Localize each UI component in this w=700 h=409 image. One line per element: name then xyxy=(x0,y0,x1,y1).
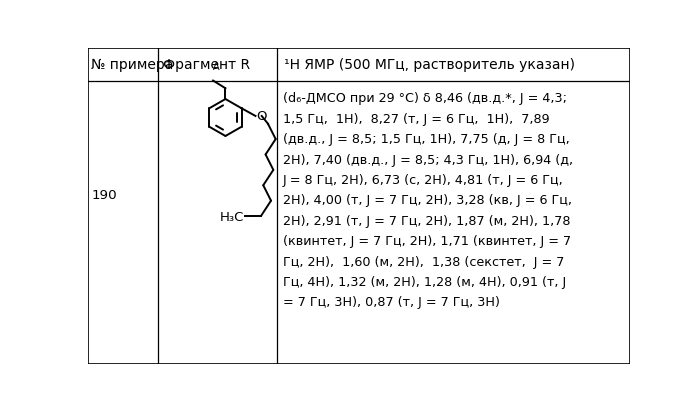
Text: 190: 190 xyxy=(92,189,117,202)
Text: (d₆-ДМСО при 29 °C) δ 8,46 (дв.д.*, J = 4,3;: (d₆-ДМСО при 29 °C) δ 8,46 (дв.д.*, J = … xyxy=(283,92,567,105)
Text: A: A xyxy=(213,62,220,72)
Text: Фрагмент R: Фрагмент R xyxy=(163,58,251,72)
Text: = 7 Гц, 3H), 0,87 (т, J = 7 Гц, 3H): = 7 Гц, 3H), 0,87 (т, J = 7 Гц, 3H) xyxy=(283,296,500,309)
Text: 2H), 4,00 (т, J = 7 Гц, 2H), 3,28 (кв, J = 6 Гц,: 2H), 4,00 (т, J = 7 Гц, 2H), 3,28 (кв, J… xyxy=(283,194,572,207)
Text: ¹H ЯМР (500 МГц, растворитель указан): ¹H ЯМР (500 МГц, растворитель указан) xyxy=(284,58,575,72)
Text: (квинтет, J = 7 Гц, 2H), 1,71 (квинтет, J = 7: (квинтет, J = 7 Гц, 2H), 1,71 (квинтет, … xyxy=(283,235,571,247)
Text: O: O xyxy=(256,110,267,122)
Text: № примера: № примера xyxy=(92,58,174,72)
Text: 1,5 Гц,  1H),  8,27 (т, J = 6 Гц,  1H),  7,89: 1,5 Гц, 1H), 8,27 (т, J = 6 Гц, 1H), 7,8… xyxy=(283,112,550,126)
Text: 2H), 2,91 (т, J = 7 Гц, 2H), 1,87 (м, 2H), 1,78: 2H), 2,91 (т, J = 7 Гц, 2H), 1,87 (м, 2H… xyxy=(283,214,570,227)
Text: Гц, 4H), 1,32 (м, 2H), 1,28 (м, 4H), 0,91 (т, J: Гц, 4H), 1,32 (м, 2H), 1,28 (м, 4H), 0,9… xyxy=(283,275,566,288)
Text: 2H), 7,40 (дв.д., J = 8,5; 4,3 Гц, 1H), 6,94 (д,: 2H), 7,40 (дв.д., J = 8,5; 4,3 Гц, 1H), … xyxy=(283,153,573,166)
Text: J = 8 Гц, 2H), 6,73 (с, 2H), 4,81 (т, J = 6 Гц,: J = 8 Гц, 2H), 6,73 (с, 2H), 4,81 (т, J … xyxy=(283,173,564,187)
Text: H₃C: H₃C xyxy=(220,210,244,223)
Text: Гц, 2H),  1,60 (м, 2H),  1,38 (секстет,  J = 7: Гц, 2H), 1,60 (м, 2H), 1,38 (секстет, J … xyxy=(283,255,564,268)
Text: (дв.д., J = 8,5; 1,5 Гц, 1H), 7,75 (д, J = 8 Гц,: (дв.д., J = 8,5; 1,5 Гц, 1H), 7,75 (д, J… xyxy=(283,133,570,146)
